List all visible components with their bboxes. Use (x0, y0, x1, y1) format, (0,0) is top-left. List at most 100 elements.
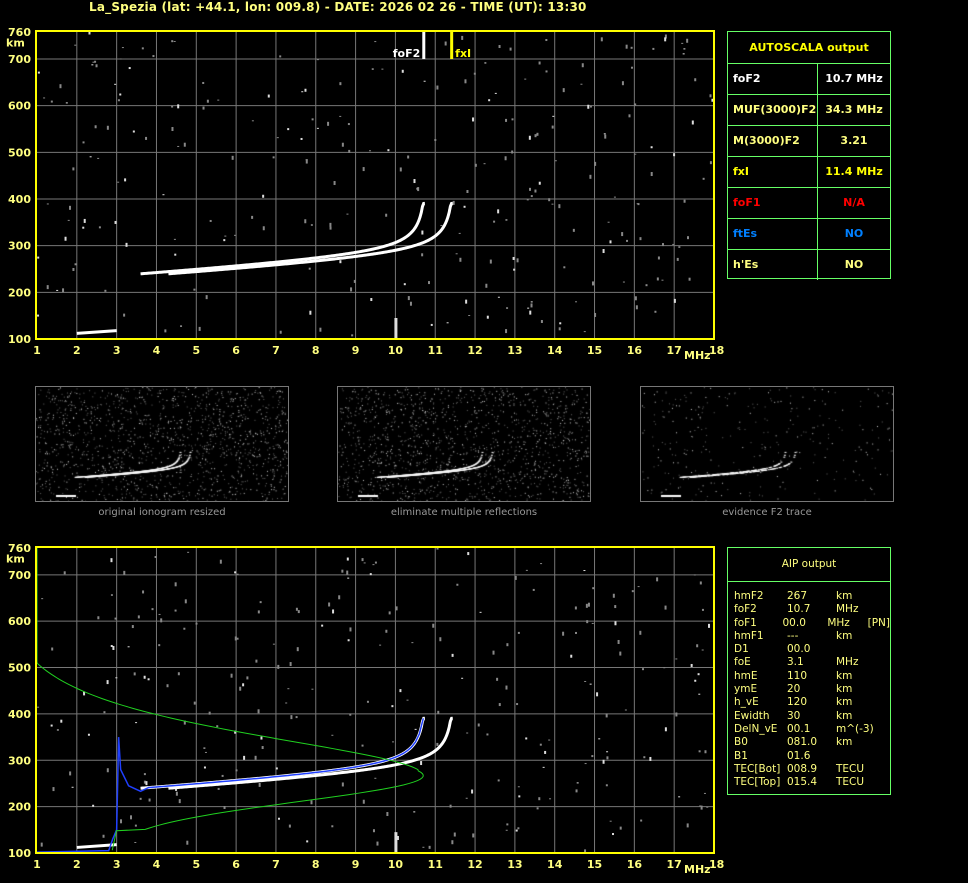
noise-dot (459, 257, 462, 262)
noise-dot (530, 303, 533, 308)
aip-row: foE 3.1 MHz (728, 656, 890, 669)
noise-dot (612, 593, 615, 598)
noise-dot (589, 105, 592, 108)
noise-dot (37, 706, 40, 708)
noise-dot (395, 606, 398, 611)
noise-dot (696, 644, 699, 648)
autoscala-row-fof1: foF1 N/A (728, 188, 890, 219)
noise-dot (641, 668, 644, 671)
noise-dot (506, 307, 509, 309)
noise-dot (626, 239, 629, 242)
noise-dot (656, 277, 659, 281)
x-tick-label: 16 (627, 858, 643, 871)
noise-dot (538, 181, 541, 185)
noise-dot (494, 92, 497, 94)
noise-dot (657, 256, 660, 260)
aip-cell: MHz (827, 616, 850, 629)
noise-dot (675, 658, 678, 660)
aip-row: DelN_vE 00.1 m^(-3) (728, 723, 890, 736)
noise-dot (151, 608, 154, 611)
x-tick-label: 11 (428, 858, 443, 871)
noise-dot (613, 196, 616, 198)
noise-dot (625, 44, 628, 49)
noise-dot (592, 587, 595, 590)
x-unit-label: MHz (684, 349, 711, 362)
noise-dot (171, 127, 174, 132)
x-tick-label: 9 (352, 344, 360, 357)
noise-dot (414, 728, 417, 730)
noise-dot (451, 840, 454, 845)
noise-dot (62, 288, 65, 293)
noise-dot (612, 833, 615, 836)
noise-dot (183, 142, 186, 147)
noise-dot (461, 35, 464, 40)
noise-dot (527, 307, 530, 309)
x-tick-label: 1 (33, 858, 41, 871)
noise-dot (536, 807, 539, 810)
noise-dot (242, 683, 245, 687)
noise-dot (549, 798, 552, 800)
noise-dot (128, 67, 131, 70)
noise-dot (50, 724, 53, 727)
noise-dot (545, 70, 548, 73)
x-tick-label: 14 (547, 344, 563, 357)
aip-cell: 081.0 (787, 736, 818, 749)
autoscala-row-fof2: foF2 10.7 MHz (728, 64, 890, 95)
aip-row: hmE 110 km (728, 670, 890, 683)
noise-dot (517, 631, 520, 634)
noise-dot (693, 574, 696, 576)
noise-dot (497, 296, 500, 298)
noise-dot (634, 296, 637, 301)
noise-dot (525, 737, 528, 740)
noise-dot (178, 799, 181, 804)
noise-dot (223, 239, 226, 242)
noise-dot (152, 55, 155, 58)
e-layer-trace (76, 329, 117, 335)
aip-cell: h_vE (734, 696, 759, 709)
noise-dot (664, 727, 667, 732)
plot-frame (35, 30, 715, 340)
noise-dot (37, 314, 40, 317)
noise-dot (114, 83, 117, 85)
noise-dot (94, 60, 97, 63)
noise-dot (630, 46, 633, 49)
noise-dot (551, 125, 554, 129)
x-tick-label: 2 (73, 858, 81, 871)
x-tick-label: 5 (192, 344, 200, 357)
noise-dot (306, 840, 309, 843)
noise-dot (221, 774, 224, 777)
noise-dot (262, 226, 265, 231)
noise-dot (516, 703, 519, 706)
interference-line (394, 318, 398, 339)
param-name: fxI (728, 157, 818, 187)
noise-dot (391, 705, 394, 708)
noise-dot (602, 759, 605, 764)
noise-dot (407, 155, 410, 159)
noise-dot (297, 610, 300, 614)
aip-cell: 20 (787, 683, 801, 696)
aip-cell: DelN_vE (734, 722, 778, 735)
x-tick-label: 13 (507, 344, 522, 357)
noise-dot (517, 827, 520, 830)
noise-dot (575, 301, 578, 303)
noise-dot (432, 623, 435, 628)
noise-dot (166, 684, 169, 688)
noise-dot (691, 120, 694, 125)
noise-dot (468, 315, 471, 317)
noise-dot (678, 246, 681, 248)
noise-dot (51, 647, 54, 651)
noise-dot (675, 712, 678, 717)
noise-dot (376, 841, 379, 846)
noise-dot (436, 742, 439, 746)
y-tick-label: 300 (8, 754, 31, 767)
noise-dot (147, 678, 150, 681)
noise-dot (353, 279, 356, 283)
y-tick-label: 400 (8, 193, 31, 206)
noise-dot (290, 715, 293, 720)
noise-dot (572, 228, 575, 232)
noise-dot (255, 659, 258, 663)
noise-dot (262, 194, 265, 198)
noise-dot (148, 798, 151, 802)
noise-dot (686, 823, 689, 828)
